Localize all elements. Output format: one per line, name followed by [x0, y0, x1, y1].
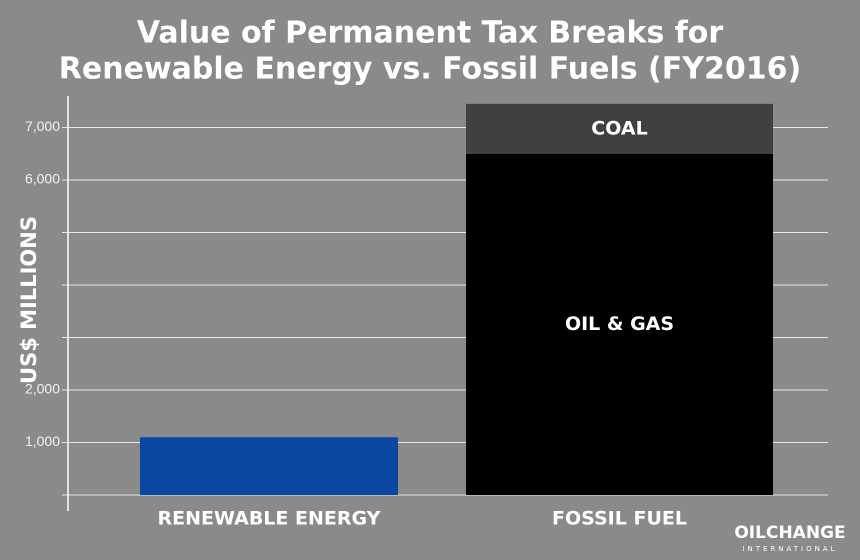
- bar: [466, 103, 773, 154]
- x-tick-label: FOSSIL FUEL: [552, 508, 687, 530]
- y-tick-label: 1,000: [25, 433, 60, 449]
- logo: OILCHANGE: [734, 523, 845, 543]
- chart-title: Value of Permanent Tax Breaks for: [137, 16, 724, 51]
- bar: [140, 437, 398, 495]
- segment-label: OIL & GAS: [565, 313, 674, 335]
- y-tick-label: 2,000: [25, 381, 60, 397]
- y-tick-label: 6,000: [25, 171, 60, 187]
- bar: [466, 153, 773, 495]
- x-tick-label: RENEWABLE ENERGY: [158, 508, 381, 530]
- chart-title: Renewable Energy vs. Fossil Fuels (FY201…: [59, 52, 801, 87]
- y-tick-label: 7,000: [25, 118, 60, 134]
- segment-label: COAL: [591, 117, 647, 139]
- logo-sub: INTERNATIONAL: [742, 545, 837, 553]
- y-axis-label: US$ MILLIONS: [17, 216, 41, 384]
